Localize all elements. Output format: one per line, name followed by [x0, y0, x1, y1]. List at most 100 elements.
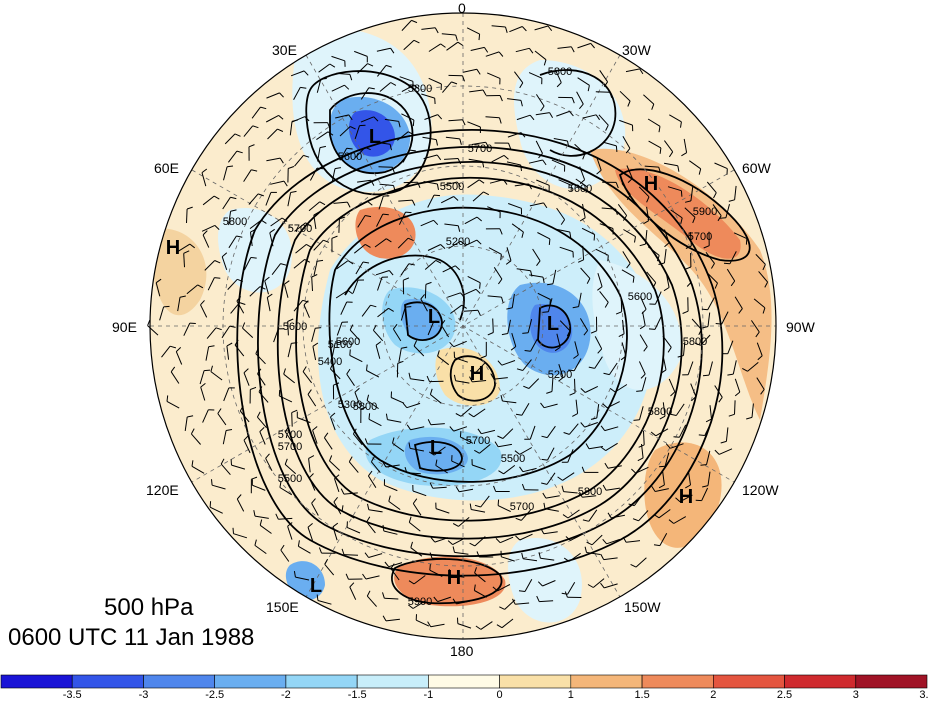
wind-barb-flag	[440, 244, 446, 249]
wind-barb	[397, 237, 409, 249]
wind-barb-flag	[252, 125, 259, 129]
wind-barb-flag	[390, 82, 397, 86]
wind-barb	[373, 329, 384, 342]
wind-barb-flag	[477, 428, 482, 434]
wind-barb-flag	[496, 624, 503, 629]
wind-barb	[270, 217, 283, 227]
wind-barb	[683, 341, 686, 356]
wind-barb-flag	[524, 350, 531, 352]
wind-barb	[318, 63, 331, 73]
wind-barb-flag	[346, 147, 353, 150]
wind-barb-flag	[259, 427, 265, 432]
wind-barb-flag	[659, 465, 666, 468]
wind-barb	[312, 430, 318, 444]
wind-barb-flag	[461, 304, 467, 309]
wind-barb	[471, 141, 486, 145]
wind-barb-flag	[284, 280, 290, 285]
wind-barb-flag	[682, 310, 689, 314]
wind-barb-flag	[626, 262, 631, 269]
wind-barb-flag	[434, 27, 439, 34]
wind-barb	[701, 487, 709, 501]
wind-barb-flag	[366, 590, 371, 597]
contour-label: 5800	[578, 486, 602, 498]
wind-barb	[392, 328, 402, 342]
wind-barb-flag	[313, 211, 320, 216]
wind-barb-flag	[698, 168, 702, 175]
wind-barb	[201, 172, 207, 187]
wind-barb-flag	[685, 266, 692, 270]
wind-barb-flag	[293, 571, 296, 578]
wind-barb-flag	[384, 561, 390, 568]
wind-barb	[638, 361, 646, 375]
wind-barb-flag	[449, 426, 454, 432]
wind-barb-flag	[232, 527, 234, 534]
wind-barb	[338, 218, 340, 233]
wind-barb	[529, 202, 544, 207]
wind-barb-flag	[762, 264, 766, 271]
wind-barb	[467, 179, 480, 189]
lon-label-60w: 60W	[742, 160, 771, 176]
wind-barb	[243, 439, 251, 454]
wind-barb	[568, 552, 581, 562]
wind-barb	[293, 259, 306, 269]
wind-barb-flag	[279, 481, 282, 488]
wind-barb-flag	[474, 449, 480, 454]
wind-barb-flag	[499, 95, 503, 102]
wind-barb	[332, 526, 338, 541]
wind-barb-flag	[637, 457, 644, 462]
wind-barb	[622, 251, 631, 264]
wind-barb	[293, 299, 304, 312]
wind-barb	[377, 307, 389, 318]
wind-barb	[349, 329, 360, 341]
wind-barb-flag	[490, 373, 495, 380]
wind-barb-flag	[234, 133, 241, 137]
wind-barb-flag	[284, 426, 290, 432]
contour-label: 5700	[468, 143, 492, 155]
wind-barb	[547, 298, 553, 312]
wind-barb	[311, 276, 313, 292]
wind-barb	[200, 386, 206, 401]
wind-barb	[420, 298, 428, 312]
wind-barb-flag	[634, 236, 636, 243]
wind-barb-flag	[586, 278, 591, 284]
wind-barb-flag	[362, 261, 370, 264]
wind-barb	[399, 76, 414, 82]
wind-barb-flag	[520, 164, 522, 171]
lon-label-30e: 30E	[272, 42, 297, 58]
wind-barb-flag	[317, 259, 324, 262]
wind-barb	[452, 537, 466, 546]
wind-barb-flag	[503, 155, 509, 160]
wind-barb-flag	[615, 145, 618, 152]
wind-barb-flag	[411, 19, 418, 24]
contour-label: 5400	[318, 356, 342, 368]
wind-barb	[493, 377, 508, 380]
wind-barb-flag	[437, 350, 440, 357]
wind-barb-flag	[349, 126, 356, 130]
wind-barb	[502, 428, 514, 439]
wind-barb-flag	[388, 307, 394, 312]
wind-barb-flag	[585, 443, 590, 449]
wind-barb	[582, 203, 586, 218]
wind-barb	[266, 297, 271, 312]
wind-barb	[298, 545, 311, 554]
wind-barb	[493, 267, 503, 280]
wind-barb-flag	[582, 153, 586, 160]
wind-barb	[435, 465, 448, 474]
colorbar-swatch	[214, 674, 287, 689]
wind-barb	[354, 50, 368, 57]
wind-barb-flag	[602, 403, 608, 409]
wind-barb-flag	[476, 69, 481, 75]
wind-barb	[514, 183, 529, 187]
wind-barb-flag	[523, 385, 530, 389]
wind-barb	[295, 576, 310, 581]
wind-barb-flag	[474, 567, 477, 574]
wind-barb	[202, 195, 215, 206]
wind-barb-flag	[283, 180, 288, 187]
wind-barb	[290, 70, 305, 77]
anomaly-negative-core	[348, 110, 395, 157]
contour-label: 5600	[336, 336, 360, 348]
wind-barb-flag	[549, 112, 554, 119]
wind-barb	[234, 344, 245, 357]
wind-barb-flag	[405, 306, 412, 308]
wind-barb-flag	[243, 435, 249, 441]
